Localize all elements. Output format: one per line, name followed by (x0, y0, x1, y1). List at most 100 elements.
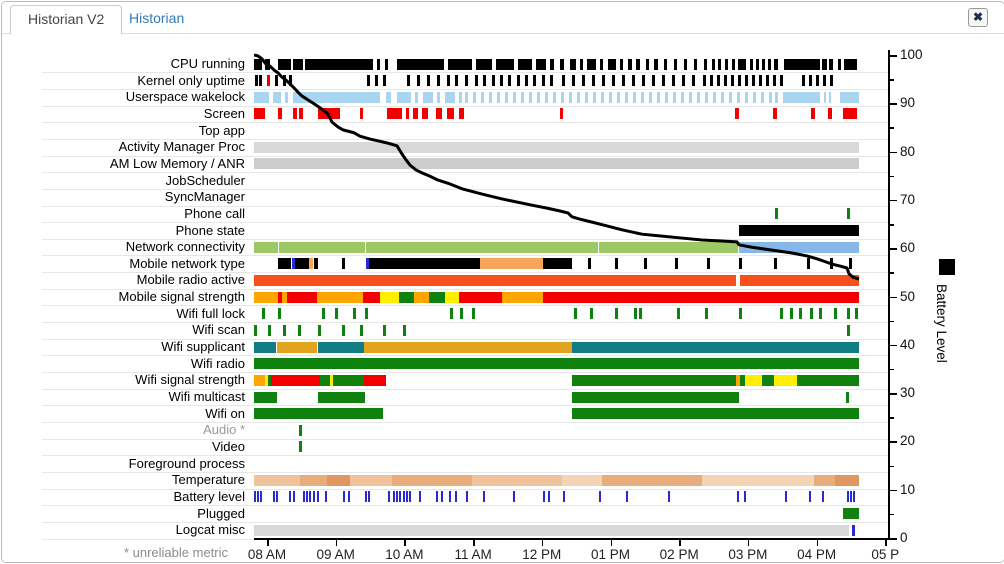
bar-segment[interactable] (299, 108, 303, 120)
bar-segment[interactable] (508, 75, 511, 87)
bar-segment[interactable] (517, 75, 520, 87)
bar-segment[interactable] (518, 58, 532, 70)
bar-segment[interactable] (377, 58, 380, 70)
bar-segment[interactable] (254, 408, 383, 420)
bar-segment[interactable] (639, 308, 642, 320)
bar-segment[interactable] (543, 291, 859, 303)
bar-segment[interactable] (366, 241, 598, 253)
bar-segment[interactable] (448, 58, 472, 70)
bar-segment[interactable] (265, 58, 270, 70)
bar-segment[interactable] (570, 58, 576, 70)
bar-segment[interactable] (785, 491, 787, 503)
bar-segment[interactable] (305, 58, 373, 70)
bar-segment[interactable] (829, 58, 833, 70)
bar-segment[interactable] (840, 91, 859, 103)
bar-segment[interactable] (761, 91, 764, 103)
bar-segment[interactable] (293, 58, 303, 70)
bar-segment[interactable] (475, 75, 478, 87)
bar-segment[interactable] (590, 308, 593, 320)
bar-segment[interactable] (599, 241, 738, 253)
bar-segment[interactable] (254, 374, 265, 386)
bar-segment[interactable] (543, 491, 545, 503)
bar-segment[interactable] (807, 258, 810, 270)
bar-segment[interactable] (409, 491, 411, 503)
bar-segment[interactable] (273, 91, 281, 103)
bar-segment[interactable] (365, 308, 368, 320)
bar-segment[interactable] (809, 75, 812, 87)
bar-segment[interactable] (628, 58, 632, 70)
bar-segment[interactable] (750, 58, 753, 70)
bar-segment[interactable] (254, 58, 262, 70)
bar-segment[interactable] (745, 75, 748, 87)
bar-segment[interactable] (277, 341, 317, 353)
bar-segment[interactable] (550, 58, 554, 70)
bar-segment[interactable] (407, 75, 410, 87)
bar-segment[interactable] (317, 291, 363, 303)
bar-segment[interactable] (383, 324, 386, 336)
bar-segment[interactable] (626, 491, 628, 503)
bar-segment[interactable] (852, 524, 855, 536)
bar-segment[interactable] (489, 91, 492, 103)
bar-segment[interactable] (830, 258, 833, 270)
bar-segment[interactable] (473, 91, 476, 103)
bar-segment[interactable] (809, 491, 811, 503)
bar-segment[interactable] (802, 75, 805, 87)
bar-segment[interactable] (460, 308, 463, 320)
bar-segment[interactable] (406, 491, 408, 503)
bar-segment[interactable] (385, 58, 388, 70)
bar-segment[interactable] (562, 75, 565, 87)
bar-segment[interactable] (254, 474, 300, 486)
bar-segment[interactable] (830, 75, 833, 87)
bar-segment[interactable] (429, 291, 445, 303)
bar-segment[interactable] (574, 308, 577, 320)
bar-segment[interactable] (330, 374, 333, 386)
bar-segment[interactable] (790, 308, 793, 320)
bar-segment[interactable] (844, 58, 857, 70)
bar-segment[interactable] (769, 91, 772, 103)
bar-segment[interactable] (707, 258, 710, 270)
tab-historian-v2[interactable]: Historian V2 (10, 5, 123, 36)
bar-segment[interactable] (739, 241, 859, 253)
bar-segment[interactable] (822, 58, 827, 70)
bar-segment[interactable] (513, 491, 515, 503)
bar-segment[interactable] (262, 308, 265, 320)
bar-segment[interactable] (254, 241, 278, 253)
bar-segment[interactable] (441, 491, 443, 503)
bar-segment[interactable] (814, 474, 835, 486)
bar-segment[interactable] (383, 75, 386, 87)
bar-segment[interactable] (282, 291, 287, 303)
bar-segment[interactable] (636, 58, 640, 70)
bar-segment[interactable] (536, 58, 546, 70)
bar-segment[interactable] (673, 91, 676, 103)
bar-segment[interactable] (775, 91, 778, 103)
bar-segment[interactable] (472, 474, 562, 486)
bar-segment[interactable] (327, 474, 350, 486)
bar-segment[interactable] (853, 491, 855, 503)
bar-segment[interactable] (423, 91, 433, 103)
bar-segment[interactable] (289, 75, 292, 87)
bar-segment[interactable] (254, 341, 276, 353)
bar-segment[interactable] (617, 91, 620, 103)
bar-segment[interactable] (846, 391, 849, 403)
bar-segment[interactable] (278, 58, 291, 70)
bar-segment[interactable] (572, 341, 859, 353)
bar-segment[interactable] (768, 58, 771, 70)
bar-segment[interactable] (350, 474, 392, 486)
bar-segment[interactable] (459, 108, 464, 120)
bar-segment[interactable] (592, 75, 595, 87)
bar-segment[interactable] (387, 108, 402, 120)
bar-segment[interactable] (397, 58, 444, 70)
bar-segment[interactable] (279, 241, 365, 253)
bar-segment[interactable] (265, 374, 268, 386)
bar-segment[interactable] (739, 225, 859, 236)
bar-segment[interactable] (303, 491, 305, 503)
bar-segment[interactable] (313, 491, 315, 503)
bar-segment[interactable] (702, 474, 814, 486)
bar-segment[interactable] (694, 58, 697, 70)
bar-segment[interactable] (306, 491, 308, 503)
bar-segment[interactable] (739, 308, 742, 320)
bar-segment[interactable] (543, 258, 572, 270)
bar-segment[interactable] (392, 474, 472, 486)
bar-segment[interactable] (684, 58, 687, 70)
bar-segment[interactable] (780, 308, 783, 320)
